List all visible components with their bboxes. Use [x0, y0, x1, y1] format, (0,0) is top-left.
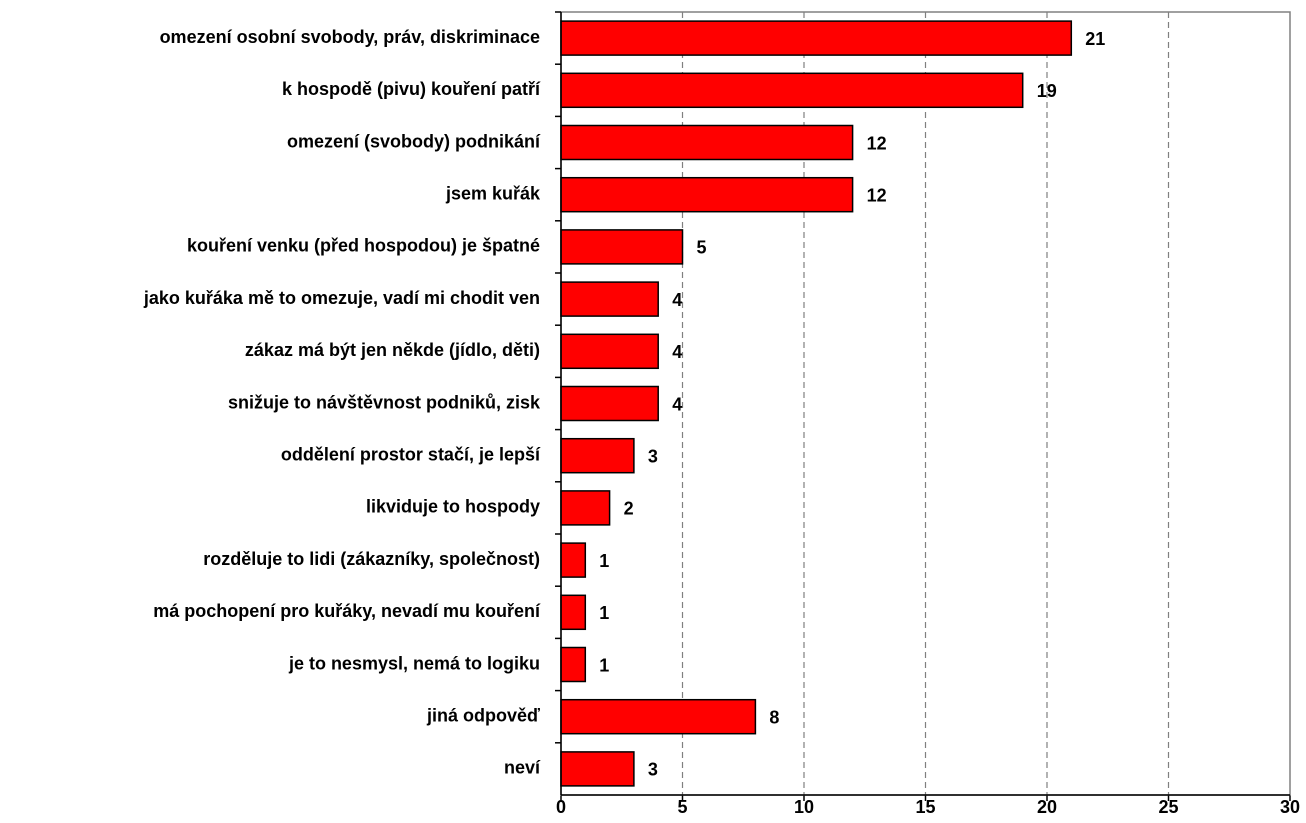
value-label: 21	[1085, 29, 1105, 49]
y-tick-label: omezení (svobody) podnikání	[287, 131, 541, 151]
y-tick-label: rozděluje to lidi (zákazníky, společnost…	[203, 549, 540, 569]
x-tick-label: 20	[1037, 797, 1057, 817]
bar	[560, 385, 659, 422]
value-label: 5	[697, 238, 707, 258]
value-label: 1	[599, 603, 609, 623]
value-label: 19	[1037, 81, 1057, 101]
value-label: 3	[648, 760, 658, 780]
y-tick-label: k hospodě (pivu) kouření patří	[282, 79, 541, 99]
value-label: 1	[599, 551, 609, 571]
value-label: 3	[648, 446, 658, 466]
value-label: 1	[599, 655, 609, 675]
bar	[560, 281, 659, 317]
y-tick-label: má pochopení pro kuřáky, nevadí mu kouře…	[153, 601, 541, 621]
x-tick-label: 25	[1158, 797, 1178, 817]
bar	[560, 20, 1073, 56]
bar	[560, 229, 684, 265]
y-tick-label: snižuje to návštěvnost podniků, zisk	[228, 392, 541, 412]
y-tick-label: likviduje to hospody	[366, 497, 540, 517]
y-tick-label: jako kuřáka mě to omezuje, vadí mi chodi…	[143, 288, 540, 308]
bar	[560, 490, 611, 526]
bar	[560, 751, 635, 787]
value-label: 4	[672, 342, 682, 362]
y-tick-label: zákaz má být jen někde (jídlo, děti)	[245, 340, 540, 360]
value-label: 8	[769, 707, 779, 727]
bar	[560, 72, 1024, 109]
bar	[560, 437, 635, 474]
x-tick-label: 30	[1280, 797, 1300, 817]
bar	[560, 542, 587, 578]
y-tick-label: je to nesmysl, nemá to logiku	[288, 653, 540, 673]
y-tick-label: jiná odpověď	[426, 705, 540, 725]
bar	[560, 124, 854, 161]
bar	[560, 333, 659, 370]
x-tick-label: 5	[677, 797, 687, 817]
bar	[560, 646, 587, 683]
y-tick-label: oddělení prostor stačí, je lepší	[281, 444, 541, 464]
y-tick-label: neví	[504, 758, 541, 778]
value-label: 12	[867, 133, 887, 153]
y-tick-label: kouření venku (před hospodou) je špatné	[187, 236, 540, 256]
value-label: 12	[867, 185, 887, 205]
x-tick-label: 0	[556, 797, 566, 817]
value-label: 2	[624, 499, 634, 519]
bar	[560, 176, 854, 213]
value-label: 4	[672, 290, 682, 310]
x-tick-label: 15	[915, 797, 935, 817]
x-tick-label: 10	[794, 797, 814, 817]
bar	[560, 698, 757, 735]
value-label: 4	[672, 394, 682, 414]
bar	[560, 594, 587, 631]
y-tick-label: omezení osobní svobody, práv, diskrimina…	[160, 27, 540, 47]
y-tick-label: jsem kuřák	[445, 183, 541, 203]
